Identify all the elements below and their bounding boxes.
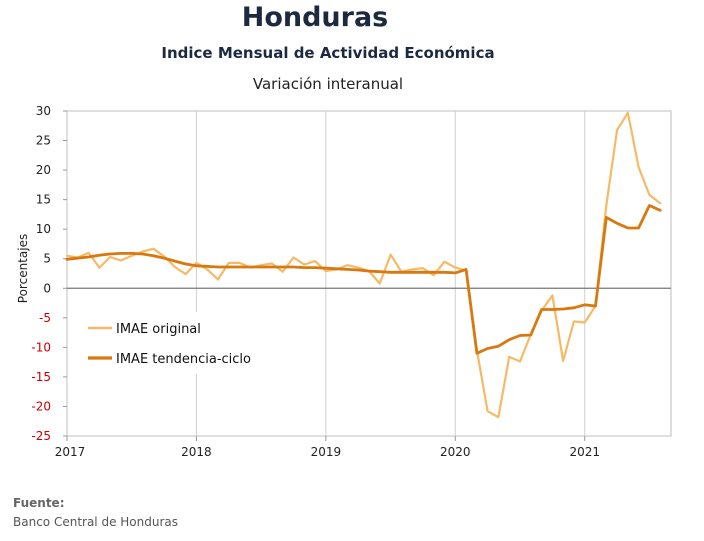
legend-box (78, 312, 270, 374)
y-tick-label: 0 (43, 281, 51, 295)
chart-subtitle: Indice Mensual de Actividad Económica (161, 44, 495, 62)
x-tick-label: 2019 (311, 445, 342, 459)
y-tick-label: -15 (31, 370, 51, 384)
y-tick-label: 30 (36, 104, 51, 118)
legend-label: IMAE tendencia-ciclo (116, 352, 251, 367)
y-tick-label: 5 (43, 252, 51, 266)
x-tick-label: 2020 (440, 445, 471, 459)
y-tick-label: 15 (36, 193, 51, 207)
y-tick-label: 25 (36, 134, 51, 148)
y-tick-label: -5 (39, 311, 51, 325)
y-tick-label: -25 (31, 429, 51, 443)
source-text: Banco Central de Honduras (13, 515, 178, 529)
y-tick-label: 20 (36, 163, 51, 177)
y-tick-label: -20 (31, 399, 51, 413)
y-axis-label: Porcentajes (16, 234, 30, 303)
x-tick-label: 2021 (569, 445, 600, 459)
source-label: Fuente: (13, 496, 65, 510)
x-tick-label: 2018 (181, 445, 212, 459)
y-tick-label: -10 (31, 340, 51, 354)
y-tick-label: 10 (36, 222, 51, 236)
plot-area (66, 110, 672, 437)
x-tick-label: 2017 (55, 445, 86, 459)
chart-subtitle-secondary: Variación interanual (252, 75, 404, 93)
legend-label: IMAE original (116, 322, 201, 337)
chart-title: Honduras (241, 2, 389, 33)
series-imae-tendencia-ciclo (65, 204, 662, 355)
